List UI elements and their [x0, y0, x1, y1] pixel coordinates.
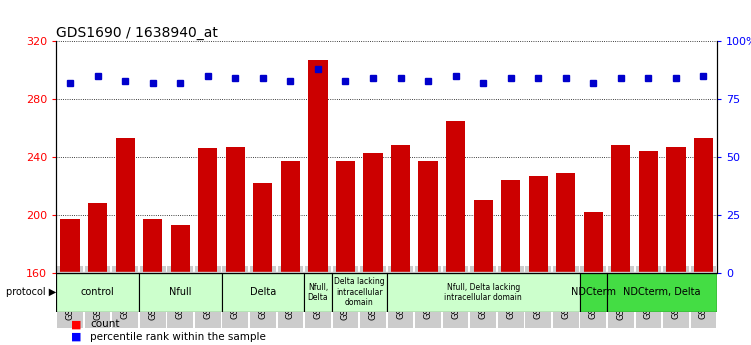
Bar — [88, 203, 107, 273]
Text: control: control — [81, 287, 114, 297]
Text: protocol ▶: protocol ▶ — [6, 287, 56, 297]
Bar — [332, 273, 387, 312]
Bar — [170, 225, 190, 273]
Bar — [60, 219, 80, 273]
Bar — [418, 161, 438, 273]
Bar — [363, 152, 383, 273]
Bar — [694, 138, 713, 273]
Bar — [336, 161, 355, 273]
Text: NDCterm: NDCterm — [571, 287, 616, 297]
Bar — [198, 148, 218, 273]
Bar — [556, 173, 575, 273]
Text: GDS1690 / 1638940_at: GDS1690 / 1638940_at — [56, 26, 219, 40]
Bar — [304, 273, 332, 312]
Bar — [529, 176, 547, 273]
Bar — [580, 273, 607, 312]
Bar — [116, 138, 135, 273]
Bar — [446, 121, 465, 273]
Bar — [387, 273, 580, 312]
Bar — [139, 273, 222, 312]
Bar — [391, 146, 410, 273]
Bar — [474, 200, 493, 273]
Text: Delta lacking
intracellular
domain: Delta lacking intracellular domain — [334, 277, 385, 307]
Bar — [143, 219, 162, 273]
Text: percentile rank within the sample: percentile rank within the sample — [90, 332, 266, 342]
Bar — [225, 147, 245, 273]
Text: Nfull,
Delta: Nfull, Delta — [308, 283, 328, 302]
Text: NDCterm, Delta: NDCterm, Delta — [623, 287, 701, 297]
Bar — [56, 273, 139, 312]
Bar — [501, 180, 520, 273]
Bar — [222, 273, 304, 312]
Bar — [638, 151, 658, 273]
Text: Nfull: Nfull — [169, 287, 192, 297]
Bar — [666, 147, 686, 273]
Bar — [308, 60, 327, 273]
Bar — [253, 183, 273, 273]
Text: Nfull, Delta lacking
intracellular domain: Nfull, Delta lacking intracellular domai… — [445, 283, 522, 302]
Text: ■: ■ — [71, 319, 82, 329]
Text: ■: ■ — [71, 332, 82, 342]
Text: Delta: Delta — [250, 287, 276, 297]
Text: count: count — [90, 319, 119, 329]
Bar — [607, 273, 717, 312]
Bar — [584, 212, 603, 273]
Bar — [611, 146, 630, 273]
Bar — [281, 161, 300, 273]
